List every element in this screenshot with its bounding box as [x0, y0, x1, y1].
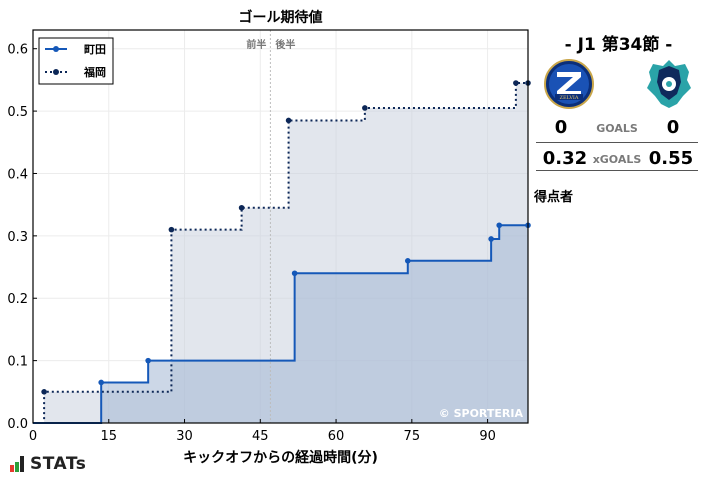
y-tick-label: 0.2 [7, 292, 28, 307]
data-point [291, 270, 298, 277]
zelvia-crest-icon: ZELVIA [544, 59, 594, 109]
line-町田 [33, 224, 528, 424]
home-xgoals: 0.32 [542, 148, 588, 169]
data-point [496, 222, 503, 229]
data-point [98, 379, 104, 386]
x-axis-label: キックオフからの経過時間(分) [183, 449, 378, 466]
x-tick-label: 60 [328, 429, 345, 444]
x-tick-label: 75 [404, 429, 421, 444]
x-tick-label: 0 [29, 429, 37, 444]
away-goals: 0 [666, 117, 680, 138]
goals-row: 0 GOALS 0 [536, 114, 698, 143]
xgoals-row: 0.32 xGOALS 0.55 [536, 146, 698, 171]
y-tick-label: 0.0 [7, 417, 28, 432]
home-goals: 0 [554, 117, 568, 138]
data-point [41, 389, 47, 395]
legend-label-福岡: 福岡 [83, 65, 106, 79]
data-point [362, 105, 368, 111]
legend-marker-福岡 [53, 69, 59, 75]
scorers-label: 得点者 [534, 190, 574, 205]
legend-marker-町田 [53, 46, 59, 52]
avispa-crest-icon [647, 60, 691, 108]
plot-frame [32, 29, 529, 424]
data-point [513, 80, 519, 86]
chart-title: ゴール期待値 [239, 9, 323, 26]
round-label: - J1 第34節 - [564, 35, 673, 55]
stats-logo-text: STATs [30, 454, 87, 474]
stats-logo: STATs [10, 454, 87, 474]
second-half-label: 後半 [275, 38, 295, 51]
data-point [145, 357, 151, 364]
goals-label: GOALS [596, 122, 638, 135]
data-point [238, 204, 245, 211]
x-tick-label: 45 [252, 429, 269, 444]
first-half-label: 前半 [246, 38, 266, 51]
watermark: © SPORTERIA [439, 407, 524, 420]
y-tick-label: 0.3 [7, 230, 28, 245]
x-tick-label: 15 [100, 429, 117, 444]
data-point [168, 226, 175, 233]
y-tick-label: 0.1 [7, 355, 28, 370]
bar-chart-icon [10, 456, 24, 472]
y-tick-label: 0.6 [7, 43, 28, 58]
data-point [404, 258, 411, 264]
x-tick-label: 30 [176, 429, 193, 444]
y-tick-label: 0.5 [7, 105, 28, 120]
xgoals-label: xGOALS [592, 153, 642, 166]
area-町田 [33, 225, 528, 423]
away-xgoals: 0.55 [648, 148, 694, 169]
data-point [488, 236, 494, 242]
data-point [285, 117, 292, 124]
legend-box [38, 37, 114, 85]
y-tick-label: 0.4 [7, 167, 28, 182]
x-tick-label: 90 [479, 429, 496, 444]
svg-text:ZELVIA: ZELVIA [559, 95, 578, 101]
legend-label-町田: 町田 [84, 43, 106, 56]
